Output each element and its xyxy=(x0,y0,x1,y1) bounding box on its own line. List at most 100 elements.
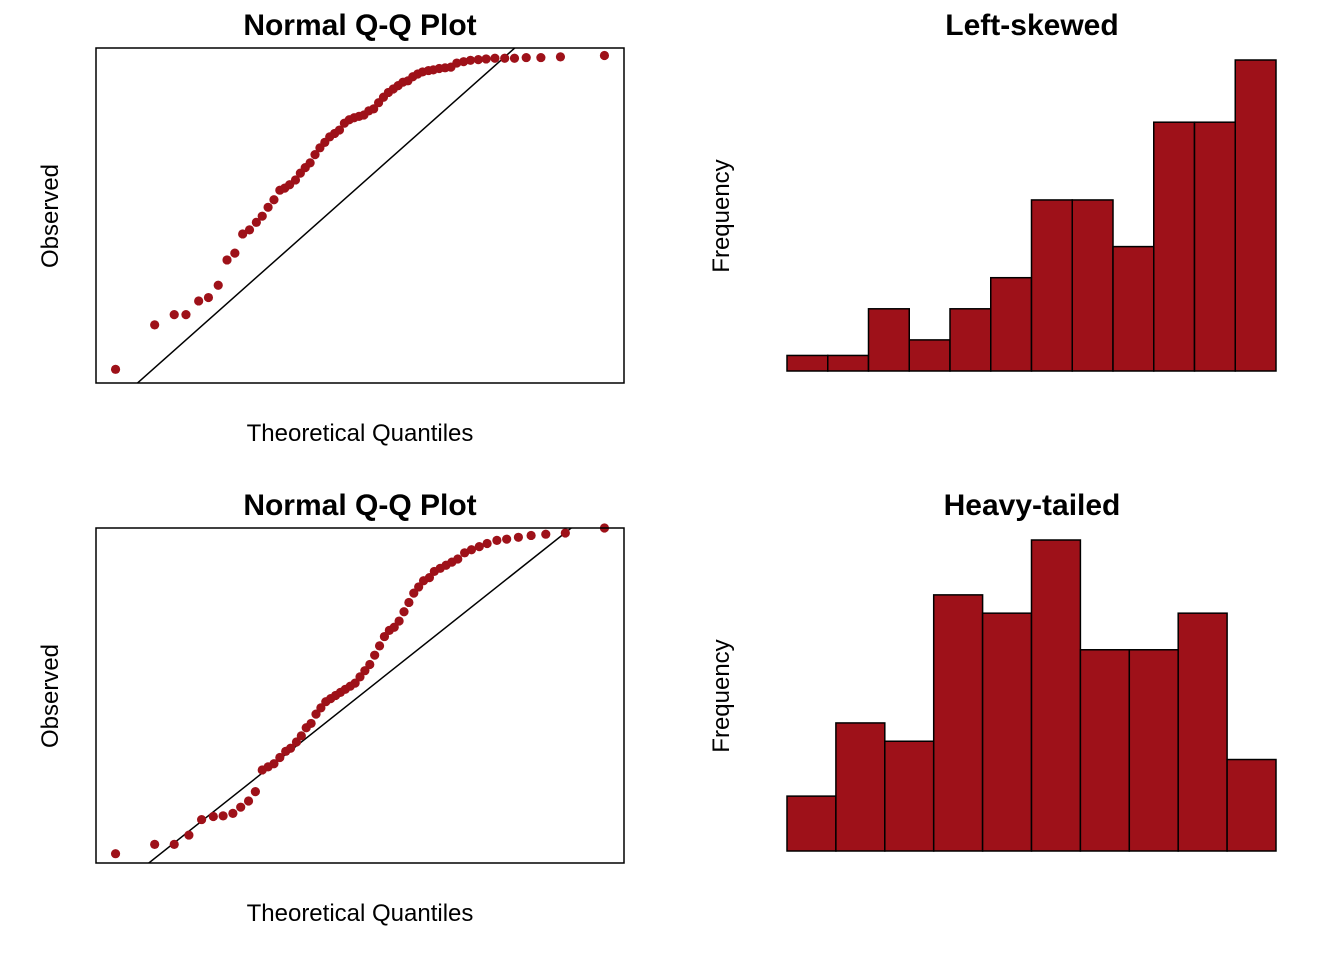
qq-bottom-point xyxy=(311,709,321,719)
hist-heavy-tailed-bar xyxy=(981,612,1033,852)
hist-left-skewed-bar xyxy=(827,354,870,372)
qq-top-point xyxy=(222,255,232,265)
qq-top-point xyxy=(263,202,273,212)
panel-hist-heavy-tailed: Heavy-tailed Frequency xyxy=(708,489,1277,852)
qq-bottom-point xyxy=(228,808,238,818)
qq-bottom-point xyxy=(316,703,326,713)
hist-left-skewed-title: Left-skewed xyxy=(945,9,1118,42)
qq-top-point xyxy=(509,53,520,63)
qq-bottom-point xyxy=(513,532,524,542)
qq-bottom-point xyxy=(269,759,279,769)
qq-top-point xyxy=(110,364,121,374)
qq-top-point xyxy=(150,320,160,330)
hist-left-skewed-bar xyxy=(867,308,910,372)
qq-bottom-reference-line xyxy=(147,528,573,863)
hist-heavy-tailed-bar xyxy=(1226,758,1277,852)
hist-heavy-tailed-title: Heavy-tailed xyxy=(944,489,1121,522)
qq-bottom-point xyxy=(110,849,121,859)
qq-bottom-point xyxy=(414,582,424,592)
qq-top-point xyxy=(213,280,223,290)
qq-top-point xyxy=(521,52,531,63)
qq-top-point xyxy=(536,52,546,63)
qq-bottom-point xyxy=(374,641,385,651)
qq-top-point xyxy=(194,296,204,306)
hist-left-skewed-bar xyxy=(1030,199,1073,372)
hist-left-skewed-bar xyxy=(1153,121,1196,372)
qq-top-title: Normal Q-Q Plot xyxy=(243,9,476,42)
panel-qq-top: Normal Q-Q Plot Theoretical Quantiles Ob… xyxy=(37,9,625,447)
qq-top-point xyxy=(290,175,301,185)
qq-bottom-point xyxy=(474,542,484,552)
qq-top-point xyxy=(500,53,510,63)
qq-bottom-point xyxy=(526,530,536,541)
qq-bottom-point xyxy=(306,718,316,729)
hist-heavy-tailed-bar xyxy=(1128,649,1179,852)
qq-top-point xyxy=(238,229,248,239)
qq-top-xlabel: Theoretical Quantiles xyxy=(247,420,474,447)
hist-left-skewed-bar xyxy=(908,339,951,372)
hist-left-skewed-bar xyxy=(1071,199,1114,372)
qq-top-point xyxy=(305,158,315,168)
hist-left-skewed-bar xyxy=(1193,121,1236,372)
qq-bottom-point xyxy=(379,631,390,642)
qq-top-point xyxy=(599,50,610,61)
qq-bottom-point xyxy=(404,597,414,608)
qq-bottom-point xyxy=(355,672,365,682)
qq-bottom-point xyxy=(460,548,470,558)
qq-bottom-point xyxy=(184,830,194,840)
qq-bottom-point xyxy=(285,743,296,753)
qq-bottom-point xyxy=(236,802,246,812)
qq-top-point xyxy=(465,55,476,65)
qq-bottom-point xyxy=(370,650,380,660)
qq-bottom-point xyxy=(250,787,260,797)
qq-bottom-point xyxy=(389,622,399,632)
qq-bottom-point xyxy=(296,731,306,741)
hist-left-skewed-bar xyxy=(990,276,1033,372)
qq-top-point xyxy=(203,292,214,303)
qq-bottom-ylabel: Observed xyxy=(37,644,64,748)
qq-top-point xyxy=(310,150,320,160)
qq-top-plot-area xyxy=(95,47,625,384)
qq-bottom-point xyxy=(197,814,207,825)
hist-left-skewed-bar xyxy=(949,308,992,372)
qq-bottom-xlabel: Theoretical Quantiles xyxy=(247,900,474,927)
qq-bottom-point xyxy=(291,737,302,747)
qq-bottom-point xyxy=(208,811,218,822)
panel-qq-bottom: Normal Q-Q Plot Theoretical Quantiles Ob… xyxy=(37,489,625,927)
hist-heavy-tailed-ylabel: Frequency xyxy=(708,639,735,752)
hist-left-skewed-bar xyxy=(1112,245,1155,372)
hist-heavy-tailed-bar xyxy=(932,594,984,852)
qq-top-point xyxy=(334,125,345,135)
qq-top-point xyxy=(230,248,240,258)
hist-heavy-tailed-plot-area xyxy=(786,539,1277,852)
qq-bottom-point xyxy=(560,528,570,538)
qq-bottom-point xyxy=(482,538,492,549)
hist-left-skewed-bar xyxy=(1234,59,1277,372)
hist-heavy-tailed-bar xyxy=(835,722,886,852)
hist-left-skewed-plot-area xyxy=(786,59,1277,372)
qq-bottom-point xyxy=(541,529,551,539)
hist-heavy-tailed-bar xyxy=(786,795,837,852)
qq-bottom-plot-area xyxy=(95,523,625,864)
qq-bottom-plot-frame xyxy=(95,527,625,864)
qq-top-plot-frame xyxy=(95,47,625,384)
qq-bottom-point xyxy=(169,839,179,849)
qq-bottom-point xyxy=(365,659,375,670)
qq-bottom-title: Normal Q-Q Plot xyxy=(243,489,476,522)
qq-bottom-point xyxy=(350,678,360,688)
qq-top-ylabel: Observed xyxy=(37,164,64,268)
qq-bottom-point xyxy=(424,573,435,583)
qq-top-point xyxy=(269,195,279,205)
qq-bottom-point xyxy=(394,616,404,626)
qq-top-point xyxy=(459,57,469,67)
qq-top-point xyxy=(251,217,261,227)
hist-left-skewed-bar xyxy=(786,354,829,372)
hist-heavy-tailed-bar xyxy=(1079,649,1131,852)
qq-top-reference-line xyxy=(136,48,516,383)
qq-top-point xyxy=(473,55,483,65)
qq-bottom-point xyxy=(150,839,160,849)
hist-heavy-tailed-bar xyxy=(884,740,935,852)
qq-bottom-point xyxy=(399,607,409,617)
qq-bottom-point xyxy=(360,666,370,676)
qq-top-point xyxy=(369,104,379,114)
